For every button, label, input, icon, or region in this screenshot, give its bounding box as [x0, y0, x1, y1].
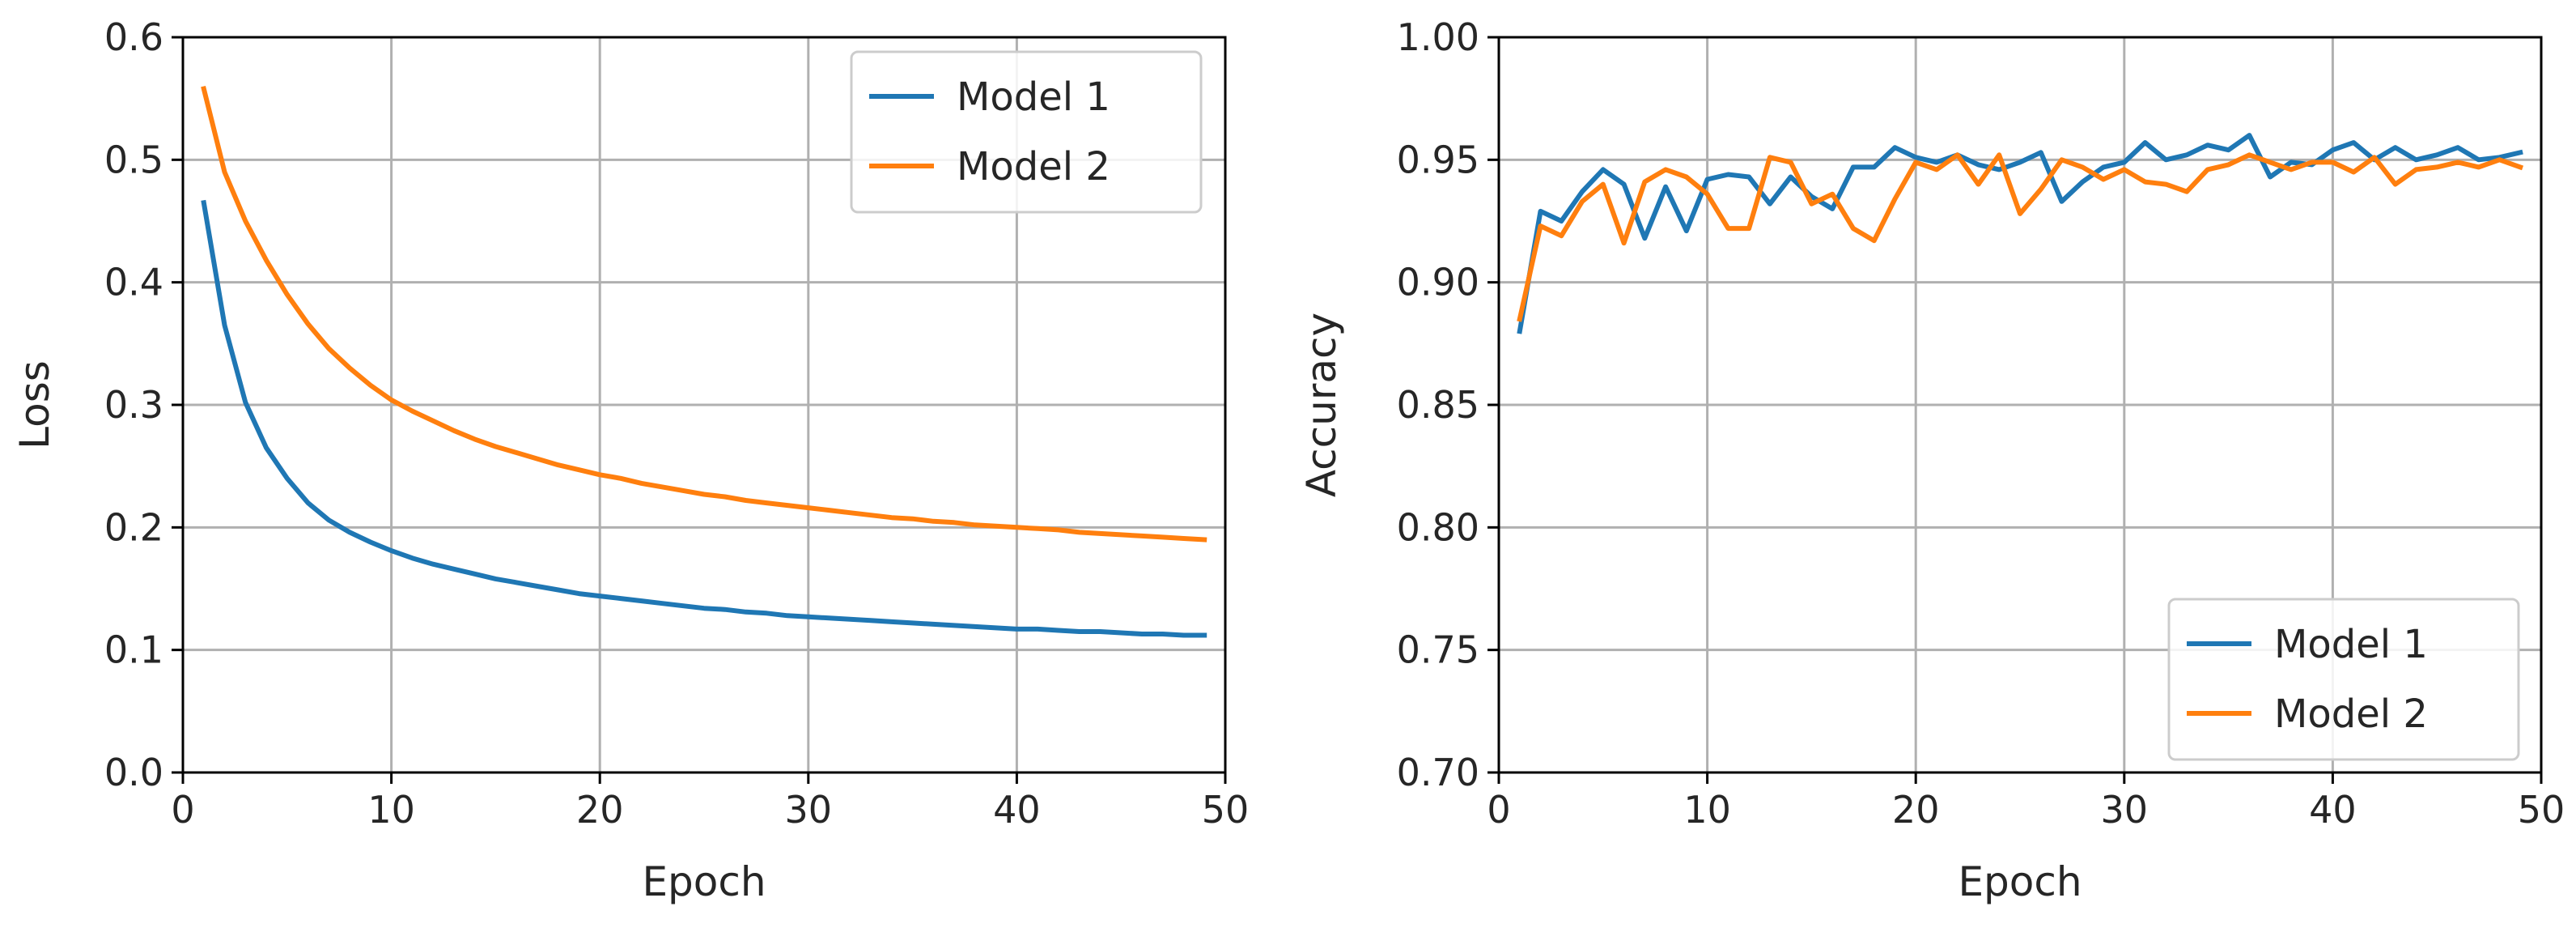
accuracy-legend-box — [2167, 598, 2520, 761]
accuracy-y-tick-label: 0.85 — [1397, 383, 1479, 427]
loss-legend-box — [850, 50, 1203, 214]
loss-y-tick-label: 0.2 — [104, 505, 163, 549]
accuracy-y-tick-label: 1.00 — [1397, 15, 1479, 59]
loss-y-tick-label: 0.3 — [104, 383, 163, 427]
accuracy-x-tick-label: 50 — [2518, 788, 2565, 832]
loss-x-axis-label: Epoch — [642, 858, 766, 905]
accuracy-y-tick-label: 0.95 — [1397, 138, 1479, 181]
accuracy-series-line-1 — [1517, 133, 2523, 334]
loss-x-tick-label: 0 — [171, 788, 194, 832]
accuracy-y-tick-label: 0.70 — [1397, 751, 1479, 794]
accuracy-chart-panel: 0 10 20 30 40 50 0.70 0.75 0.80 0.85 0.90 0.95 1.00 E… — [1298, 15, 2565, 905]
loss-y-tick-label: 0.6 — [104, 15, 163, 59]
accuracy-y-axis-label: Accuracy — [1298, 313, 1345, 497]
loss-x-tick-label: 10 — [367, 788, 415, 832]
accuracy-y-tick-label: 0.75 — [1397, 628, 1479, 672]
loss-legend-label-2: Model 2 — [957, 144, 1110, 189]
accuracy-x-tick-label: 40 — [2309, 788, 2357, 832]
accuracy-y-tick-label: 0.90 — [1397, 261, 1479, 304]
loss-x-tick-label: 40 — [993, 788, 1041, 832]
accuracy-series-line-2 — [1517, 152, 2524, 322]
loss-x-tick-label: 50 — [1202, 788, 1250, 832]
accuracy-legend-label-2: Model 2 — [2274, 692, 2428, 737]
accuracy-x-tick-label: 30 — [2101, 788, 2149, 832]
loss-series-line-1 — [201, 199, 1207, 638]
accuracy-x-tick-label: 20 — [1892, 788, 1940, 832]
loss-series-line-2 — [201, 85, 1207, 543]
accuracy-x-tick-label: 10 — [1683, 788, 1731, 832]
accuracy-x-tick-label: 0 — [1487, 788, 1510, 832]
loss-y-axis-label: Loss — [11, 360, 58, 449]
loss-chart-panel: 0 10 20 30 40 50 0.0 0.1 0.2 0.3 0.4 0.5 0.6 Epoch Los… — [11, 15, 1249, 905]
loss-y-tick-label: 0.0 — [104, 751, 163, 794]
loss-y-tick-label: 0.4 — [104, 261, 163, 304]
loss-y-tick-label: 0.5 — [104, 138, 163, 181]
loss-y-tick-label: 0.1 — [104, 628, 163, 672]
loss-legend-label-1: Model 1 — [957, 74, 1110, 120]
accuracy-y-tick-label: 0.80 — [1397, 505, 1479, 549]
loss-x-tick-label: 20 — [576, 788, 624, 832]
accuracy-x-axis-label: Epoch — [1958, 858, 2082, 905]
accuracy-legend-label-1: Model 1 — [2274, 622, 2428, 667]
loss-x-tick-label: 30 — [785, 788, 833, 832]
